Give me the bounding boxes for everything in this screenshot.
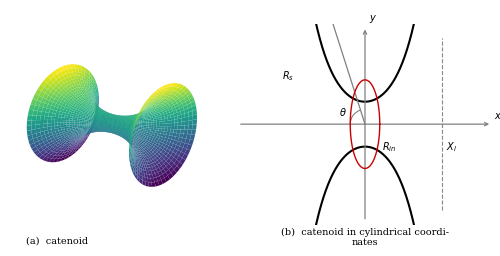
Text: $\theta$: $\theta$ (338, 106, 346, 118)
Text: $R_s$: $R_s$ (282, 69, 294, 83)
Text: $x$: $x$ (494, 111, 500, 121)
Text: $y$: $y$ (369, 14, 378, 26)
Text: (a)  catenoid: (a) catenoid (26, 237, 88, 246)
Text: $X_l$: $X_l$ (446, 140, 457, 154)
Text: $R_{in}$: $R_{in}$ (382, 140, 396, 154)
Text: (b)  catenoid in cylindrical coordi-
nates: (b) catenoid in cylindrical coordi- nate… (281, 228, 449, 247)
